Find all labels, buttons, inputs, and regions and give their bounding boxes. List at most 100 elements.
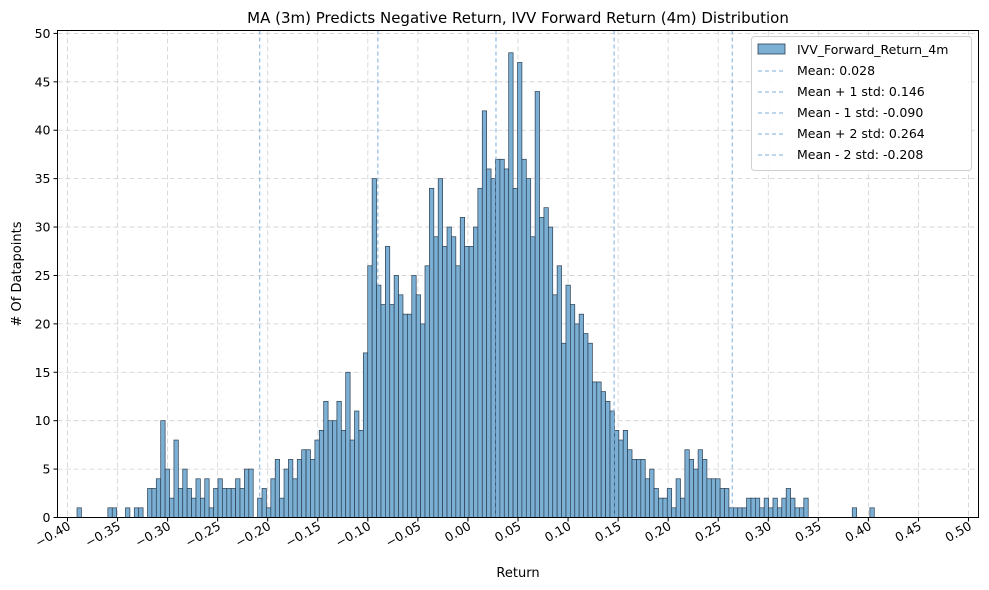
histogram-bar [732,507,739,518]
histogram-bar [605,400,611,518]
histogram-bar [574,323,580,518]
histogram-bar [415,294,421,518]
histogram-bar [367,265,373,518]
histogram-bar [380,304,386,518]
histogram-bar [235,478,241,518]
y-tick-label: 20 [35,316,51,331]
legend-label-mean-plus-2: Mean + 2 std: 0.264 [797,126,925,141]
y-tick-label: 50 [35,26,51,41]
histogram-bar [631,459,637,518]
x-tick-label: −0.35 [82,518,123,550]
histogram-bar [741,507,747,518]
bars [76,52,875,518]
histogram-bar [125,507,131,518]
histogram-bar [398,294,404,518]
histogram-bar [230,488,236,518]
histogram-bar [640,459,646,518]
histogram-bar [345,371,351,518]
histogram-bar [362,352,369,518]
histogram-bar [429,187,435,518]
histogram-bar [768,507,774,518]
histogram-bar [781,497,787,518]
histogram-bar [332,420,338,518]
histogram-bar [592,381,598,518]
histogram-bar [270,478,276,518]
histogram-bar [164,468,170,518]
histogram-bar [587,342,593,518]
histogram-bar [195,478,201,518]
histogram-bar [173,439,179,518]
x-axis: −0.40 −0.35 −0.30 −0.25 −0.20 −0.15 −0.10 −0.05… [32,517,974,550]
histogram-bar [296,459,303,518]
histogram-bar [622,430,628,518]
y-tick-label: 45 [35,74,51,89]
histogram-bar [169,497,175,518]
x-tick-label: 0.30 [742,518,774,545]
histogram-bar [437,178,443,518]
x-tick-label: 0.25 [692,518,724,545]
legend-label-mean-minus-1: Mean - 1 std: -0.090 [797,105,923,120]
x-tick-label: 0.05 [492,518,524,545]
histogram-bar [160,420,166,518]
histogram-bar [644,478,650,518]
histogram-bar [327,420,333,518]
histogram-bar [517,62,523,518]
y-tick-label: 0 [43,510,51,525]
histogram-bar [208,507,214,518]
histogram-bar [451,236,457,518]
legend-box [751,36,972,171]
histogram-bar [539,217,545,518]
y-tick-label: 25 [35,268,51,283]
histogram-bar [851,507,858,518]
histogram-bar [204,478,210,518]
x-tick-label: −0.20 [233,518,274,550]
histogram-bar [543,207,549,518]
histogram-bar [525,178,532,518]
y-axis: 0 5 10 15 20 25 30 35 40 45 50 [35,26,58,525]
histogram-bar [790,497,796,518]
x-tick-label: −0.05 [383,518,424,550]
histogram-bar [763,497,769,518]
histogram-bar [570,304,576,518]
x-tick-label: 0.10 [542,518,574,545]
histogram-bar [151,488,157,518]
histogram-bar [552,294,558,518]
histogram-bar [715,478,721,518]
x-axis-label: Return [496,566,539,581]
histogram-bar [283,468,289,518]
histogram-bar [755,497,761,518]
histogram-bar [794,507,800,518]
histogram-bar [618,439,624,518]
histogram-bar [785,488,791,518]
histogram-bar [261,488,267,518]
histogram-bar [279,497,285,518]
x-tick-label: −0.25 [182,518,223,550]
histogram-bar [869,507,875,518]
histogram-bar [653,488,659,518]
x-tick-label: 0.15 [592,518,624,545]
y-tick-label: 40 [35,123,51,138]
histogram-bar [385,246,391,518]
histogram-bar [719,488,725,518]
histogram-bar [477,187,483,518]
histogram-bar [697,449,703,518]
histogram-bar [442,246,448,518]
histogram-bar [301,449,307,518]
histogram-bar [274,459,280,518]
histogram-bar [627,449,633,518]
histogram-bar [468,246,474,518]
legend-label-histogram: IVV_Forward_Return_4m [797,42,948,57]
histogram-bar [305,449,311,518]
histogram-bar [420,323,426,518]
histogram-bar [803,497,809,518]
histogram-bar [490,178,496,518]
x-tick-label: 0.40 [842,518,874,545]
legend-label-mean-minus-2: Mean - 2 std: -0.208 [797,147,923,162]
legend-label-mean: Mean: 0.028 [797,63,875,78]
histogram-bar [680,497,686,518]
histogram-bar [508,52,514,518]
histogram-bar [446,226,452,518]
histogram-bar [389,304,395,518]
chart-title: MA (3m) Predicts Negative Return, IVV Fo… [247,9,789,27]
